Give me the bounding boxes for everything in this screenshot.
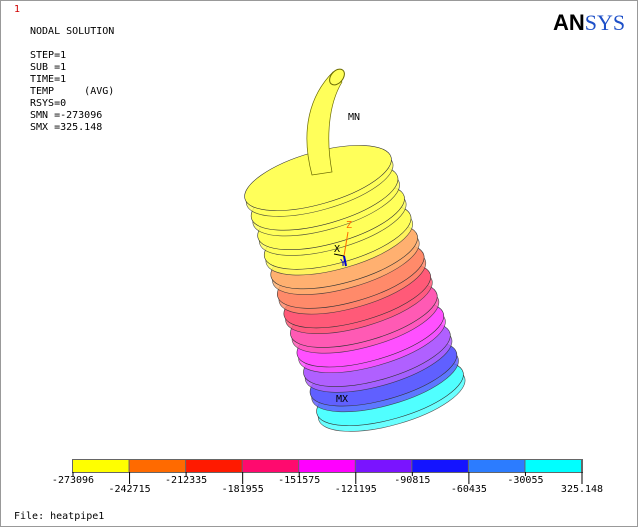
ansys-graphics-window: 1 NODAL SOLUTION STEP=1SUB =1TIME=1TEMP …: [0, 0, 638, 527]
legend-label: -90815: [394, 475, 430, 486]
window-number: 1: [14, 4, 20, 15]
min-label: MN: [348, 112, 360, 123]
info-line: TIME=1: [30, 74, 66, 85]
info-line: SMN =-273096: [30, 110, 102, 121]
legend-label: -181955: [222, 484, 264, 495]
legend-swatch: [525, 460, 581, 472]
page: 1 NODAL SOLUTION STEP=1SUB =1TIME=1TEMP …: [0, 0, 638, 527]
info-line: RSYS=0: [30, 98, 66, 109]
legend-swatch: [73, 460, 129, 472]
logo-rest: SYS: [585, 10, 625, 35]
legend-label: 325.148: [561, 484, 603, 495]
info-line: STEP=1: [30, 50, 66, 61]
legend-swatch: [356, 460, 412, 472]
file-label: File: heatpipe1: [14, 511, 104, 522]
legend-swatch: [469, 460, 525, 472]
legend-label: -242715: [108, 484, 150, 495]
axis-z-label: Z: [346, 220, 352, 231]
legend-swatch: [243, 460, 299, 472]
max-label: MX: [336, 394, 348, 405]
legend-label: -273096: [52, 475, 94, 486]
legend-label: -60435: [451, 484, 487, 495]
logo-bold: AN: [553, 10, 585, 35]
legend-swatch: [130, 460, 186, 472]
logo: ANSYS: [553, 10, 625, 35]
legend-label: -121195: [335, 484, 377, 495]
legend-label: -212335: [165, 475, 207, 486]
axis-y-label: Y: [340, 258, 346, 269]
axis-x-label: X: [334, 244, 340, 255]
info-line: SMX =325.148: [30, 122, 102, 133]
info-line: SUB =1: [30, 62, 66, 73]
legend-swatch: [299, 460, 355, 472]
legend-swatch: [186, 460, 242, 472]
legend-swatch: [412, 460, 468, 472]
info-line: TEMP (AVG): [30, 86, 114, 97]
plot-title: NODAL SOLUTION: [30, 26, 114, 37]
legend-label: -30055: [507, 475, 543, 486]
legend-label: -151575: [278, 475, 320, 486]
